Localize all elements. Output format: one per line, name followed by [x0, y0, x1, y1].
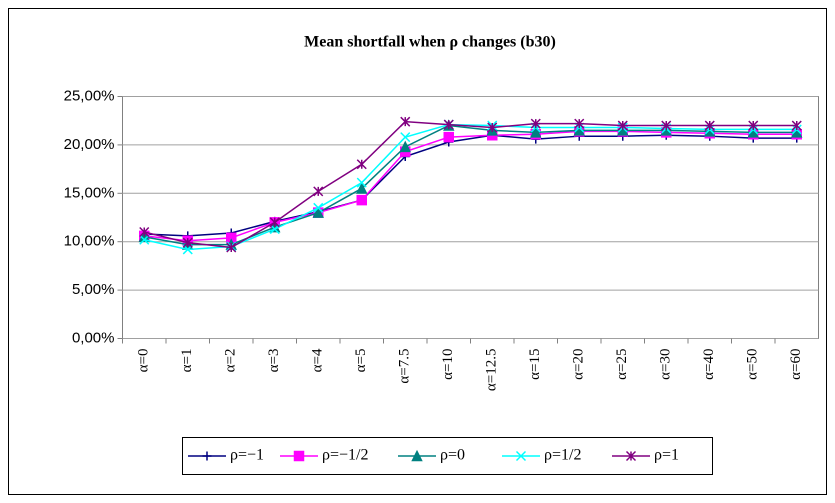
x-tick-label: α=30: [658, 349, 674, 380]
y-tick-label: 20,00%: [64, 136, 115, 153]
x-tick-label: α=5: [353, 349, 369, 373]
data-point: [182, 237, 193, 248]
data-point: [139, 234, 150, 245]
data-point: [269, 217, 280, 228]
legend-marker: [625, 450, 637, 462]
x-tick-label: α=7.5: [397, 349, 413, 384]
x-tick-label: α=50: [745, 349, 761, 380]
data-point: [443, 119, 454, 130]
x-tick-label: α=4: [310, 348, 326, 372]
x-tick-label: α=15: [527, 349, 543, 380]
data-point: [313, 202, 324, 213]
data-point: [139, 226, 150, 238]
data-point: [400, 116, 411, 127]
legend-label: ρ=−1/2: [322, 447, 368, 464]
legend-marker: [293, 450, 305, 462]
data-point: [356, 182, 368, 194]
y-tick-label: 0,00%: [72, 329, 115, 346]
data-point: [356, 194, 367, 206]
data-point: [748, 120, 759, 131]
series-line: [144, 124, 797, 246]
x-tick-label: α=20: [571, 349, 587, 380]
y-tick-label: 15,00%: [64, 184, 115, 201]
series-line: [144, 123, 797, 251]
data-point: [356, 159, 367, 170]
x-tick-label: α=0: [136, 349, 152, 373]
data-point: [356, 177, 367, 188]
legend-label: ρ=1: [654, 447, 679, 464]
x-tick-label: α=1: [179, 349, 195, 373]
data-point: [661, 120, 672, 131]
data-point: [487, 122, 498, 133]
x-tick-label: α=60: [788, 349, 804, 380]
y-tick-label: 5,00%: [72, 281, 115, 298]
x-tick-label: α=12.5: [484, 349, 500, 392]
data-point: [791, 120, 802, 131]
y-tick-label: 25,00%: [64, 87, 115, 104]
series-line: [144, 130, 797, 242]
legend-label: ρ=1/2: [544, 447, 581, 464]
data-point: [226, 242, 237, 253]
series-line: [144, 134, 797, 237]
data-point: [574, 118, 585, 129]
legend-marker: [202, 451, 212, 461]
legend-label: ρ=0: [440, 447, 465, 464]
x-tick-label: α=3: [266, 349, 282, 373]
chart-title: Mean shortfall when ρ changes (b30): [304, 34, 556, 51]
data-point: [400, 132, 411, 143]
data-point: [704, 120, 715, 131]
y-tick-label: 10,00%: [64, 233, 115, 250]
legend-label: ρ=−1: [230, 447, 264, 464]
series-line: [144, 120, 797, 249]
data-point: [443, 131, 454, 143]
data-point: [617, 120, 628, 131]
data-point: [313, 186, 324, 197]
legend-marker: [411, 449, 423, 462]
x-tick-label: α=40: [701, 349, 717, 380]
x-tick-label: α=10: [440, 349, 456, 380]
legend-marker: [515, 450, 527, 462]
data-point: [530, 118, 541, 129]
x-tick-label: α=2: [223, 349, 239, 373]
data-point: [312, 206, 324, 218]
data-point: [530, 126, 542, 138]
data-point: [399, 140, 411, 153]
x-tick-label: α=25: [614, 349, 630, 380]
